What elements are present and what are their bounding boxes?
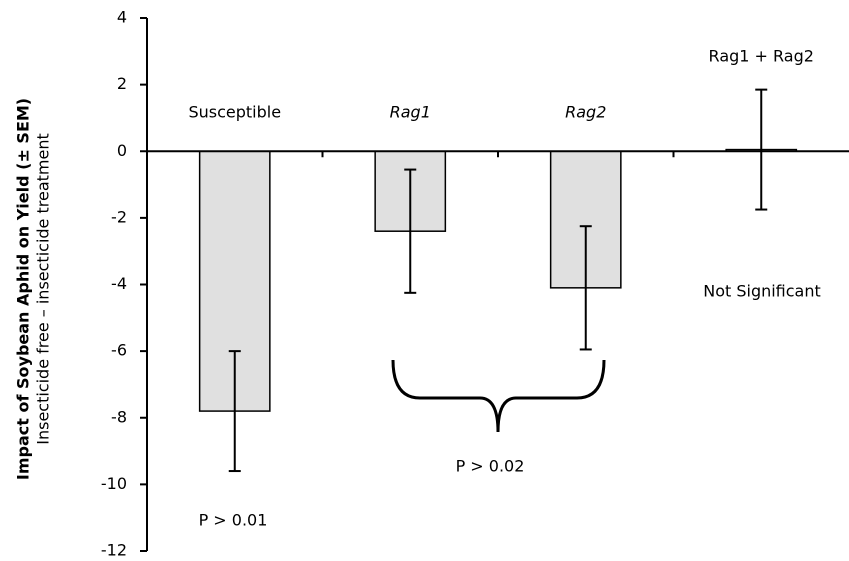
y-tick-label: 0 <box>117 141 127 160</box>
y-axis-subtitle: Insecticide free – insecticide treatment <box>34 133 53 444</box>
y-tick-label: -12 <box>101 541 127 560</box>
category-label: Susceptible <box>188 103 281 122</box>
y-tick-label: -8 <box>111 407 127 426</box>
y-tick-label: 2 <box>117 74 127 93</box>
y-axis-title: Impact of Soybean Aphid on Yield (± SEM) <box>14 98 33 480</box>
brace <box>391 359 606 433</box>
category-label: Rag2 <box>565 103 606 122</box>
y-tick-label: -6 <box>111 341 127 360</box>
category-label: Rag1 <box>390 103 431 122</box>
y-tick-label: -10 <box>101 474 127 493</box>
y-tick-label: 4 <box>117 8 127 27</box>
y-tick-label: -2 <box>111 207 127 226</box>
annotation: P > 0.01 <box>199 511 268 530</box>
annotation: P > 0.02 <box>456 457 525 476</box>
annotation: Not Significant <box>703 282 821 301</box>
y-tick-label: -4 <box>111 274 127 293</box>
category-label: Rag1 + Rag2 <box>709 47 814 66</box>
